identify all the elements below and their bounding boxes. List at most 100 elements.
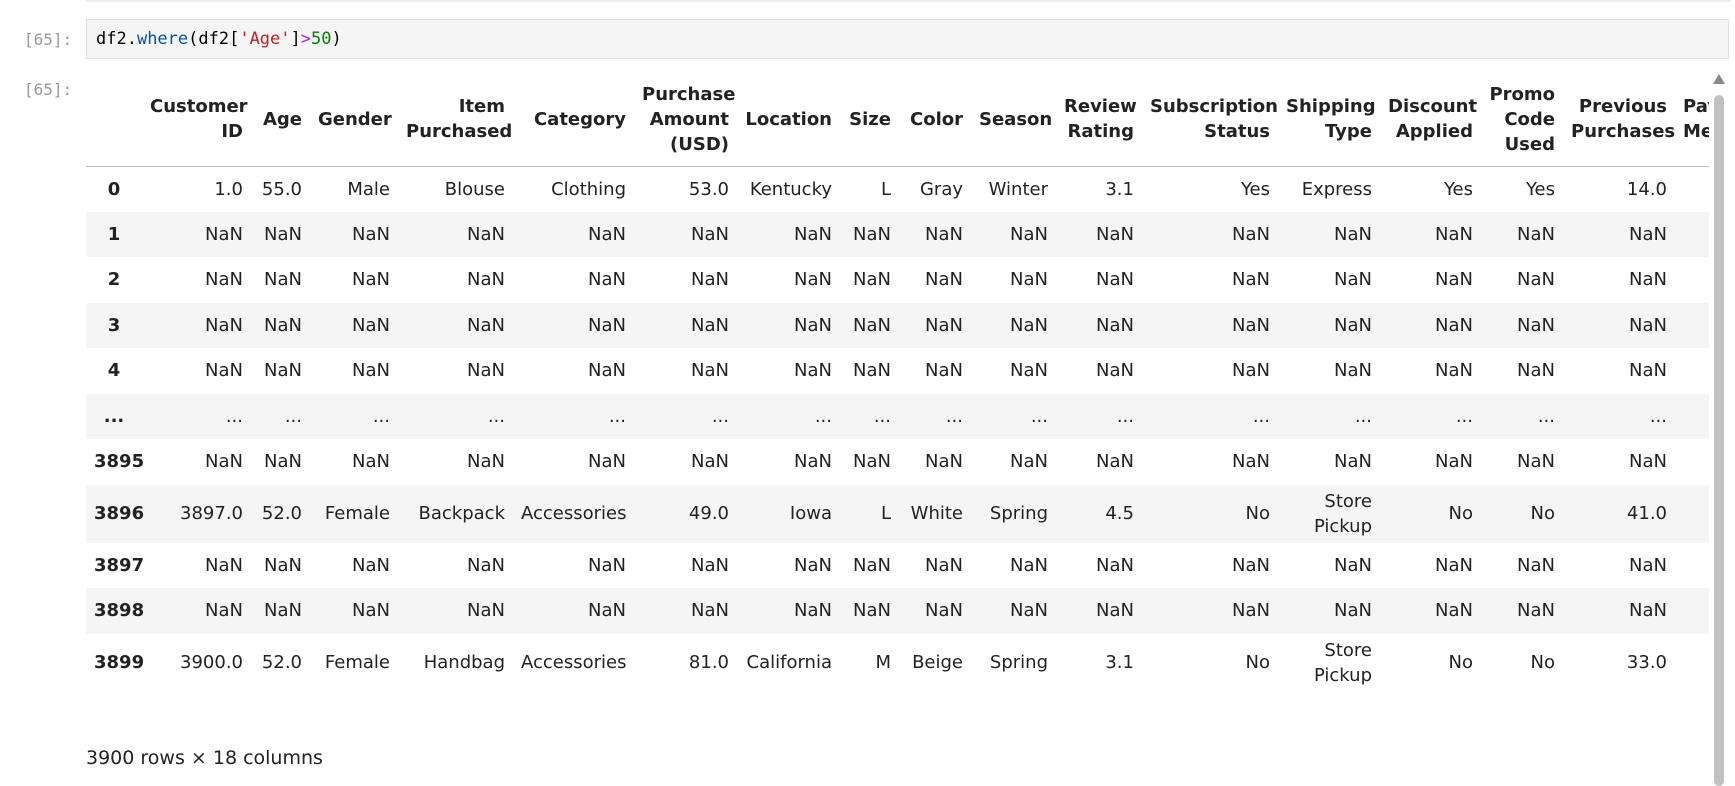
table-cell: ... (1252, 405, 1270, 427)
table-cell: Yes (1525, 178, 1555, 200)
table-cell: No (1245, 652, 1270, 673)
table-cell: NaN (925, 451, 963, 473)
table-cell: 52.0 (261, 503, 302, 524)
table-cell: NaN (1334, 451, 1372, 473)
table-cell: NaN (352, 451, 390, 473)
table-cell: NaN (352, 360, 390, 382)
table-cell: NaN (352, 600, 390, 622)
table-cell: 3.1 (1105, 652, 1134, 673)
table-cell: NaN (1232, 360, 1270, 382)
table-cell: 3.1 (1105, 178, 1134, 200)
table-cell: NaN (1629, 269, 1667, 291)
table-cell: NaN (794, 451, 832, 473)
code-cell[interactable]: df2.where(df2['Age']>50) (86, 19, 1729, 59)
table-cell: NaN (588, 451, 626, 473)
table-row: 3899 3900.0 52.0 Female Handbag Accessories 81… (86, 634, 1709, 692)
table-cell: NaN (1096, 314, 1134, 336)
table-cell: ... (487, 405, 505, 427)
table-cell: NaN (1517, 314, 1555, 336)
table-cell: 3900.0 (180, 652, 243, 673)
output-prompt: [65]: (24, 80, 73, 99)
row-index: 3896 (94, 503, 145, 524)
table-cell: NaN (1334, 600, 1372, 622)
table-cell: Clothing (551, 178, 626, 200)
table-cell: NaN (1334, 314, 1372, 336)
table-cell: NaN (1334, 223, 1372, 245)
table-cell: Spring (989, 652, 1048, 673)
table-cell-clipped (1675, 166, 1709, 212)
column-header: Item Purchased (406, 96, 513, 143)
header-row: Customer ID Age Gender Item Purchased Catego… (86, 73, 1709, 166)
table-cell: NaN (264, 269, 302, 291)
table-cell-clipped (1675, 485, 1709, 543)
code-token: where (136, 29, 189, 49)
table-cell: NaN (1010, 451, 1048, 473)
table-cell: NaN (1010, 600, 1048, 622)
row-index: 3899 (94, 652, 145, 673)
column-header: Season (979, 108, 1053, 130)
table-cell: California (746, 652, 832, 673)
table-cell: NaN (264, 223, 302, 245)
column-header: Review Rating (1064, 96, 1137, 143)
table-cell: NaN (794, 223, 832, 245)
table-cell: NaN (1010, 360, 1048, 382)
table-cell: NaN (588, 600, 626, 622)
table-row: ........................................… (86, 393, 1709, 439)
table-cell: NaN (467, 554, 505, 576)
table-cell: NaN (794, 360, 832, 382)
scrollbar[interactable] (1714, 95, 1724, 786)
table-cell: NaN (1517, 554, 1555, 576)
table-cell: NaN (467, 600, 505, 622)
table-cell: No (1448, 652, 1473, 673)
table-cell: NaN (1334, 554, 1372, 576)
table-cell: Male (347, 178, 390, 200)
table-cell-clipped (1675, 212, 1709, 258)
table-cell: Gray (919, 178, 963, 200)
table-cell: Yes (1240, 178, 1270, 200)
table-cell: Accessories (521, 652, 627, 673)
column-header: Size (849, 108, 891, 130)
table-cell: No (1245, 503, 1270, 524)
table-cell: NaN (1629, 451, 1667, 473)
table-cell: NaN (1096, 554, 1134, 576)
table-cell: ... (873, 405, 891, 427)
column-header: Customer ID (150, 96, 248, 143)
table-cell: Spring (989, 503, 1048, 524)
table-cell: NaN (264, 600, 302, 622)
table-cell: ... (814, 405, 832, 427)
table-cell: 81.0 (688, 652, 729, 673)
table-cell: NaN (1232, 314, 1270, 336)
table-cell: NaN (1517, 223, 1555, 245)
cell-border (86, 0, 1731, 2)
row-index: 3897 (94, 554, 145, 576)
table-cell: NaN (1096, 600, 1134, 622)
table-cell: NaN (1334, 269, 1372, 291)
table-cell: NaN (853, 360, 891, 382)
table-cell: NaN (205, 600, 243, 622)
scroll-arrow[interactable] (1713, 74, 1725, 84)
table-cell-clipped (1675, 634, 1709, 692)
table-cell: ... (608, 405, 626, 427)
table-cell: NaN (205, 314, 243, 336)
table-cell: NaN (1629, 314, 1667, 336)
table-cell: NaN (691, 314, 729, 336)
code-token: ) (331, 29, 342, 49)
column-header: Previous Purchases (1571, 96, 1676, 143)
table-cell: Beige (912, 652, 963, 673)
table-cell: NaN (853, 314, 891, 336)
input-prompt: [65]: (24, 30, 73, 49)
table-cell: NaN (794, 554, 832, 576)
table-cell: NaN (1334, 360, 1372, 382)
table-cell: ... (1354, 405, 1372, 427)
table-cell: NaN (1096, 223, 1134, 245)
table-cell: NaN (352, 314, 390, 336)
table-cell: NaN (691, 223, 729, 245)
table-cell: NaN (205, 269, 243, 291)
table-cell: NaN (588, 554, 626, 576)
table-cell: NaN (1517, 600, 1555, 622)
table-cell: NaN (794, 314, 832, 336)
table-cell-clipped (1675, 348, 1709, 394)
table-cell: Yes (1443, 178, 1473, 200)
table-cell: Kentucky (749, 178, 832, 200)
table-cell: NaN (925, 554, 963, 576)
